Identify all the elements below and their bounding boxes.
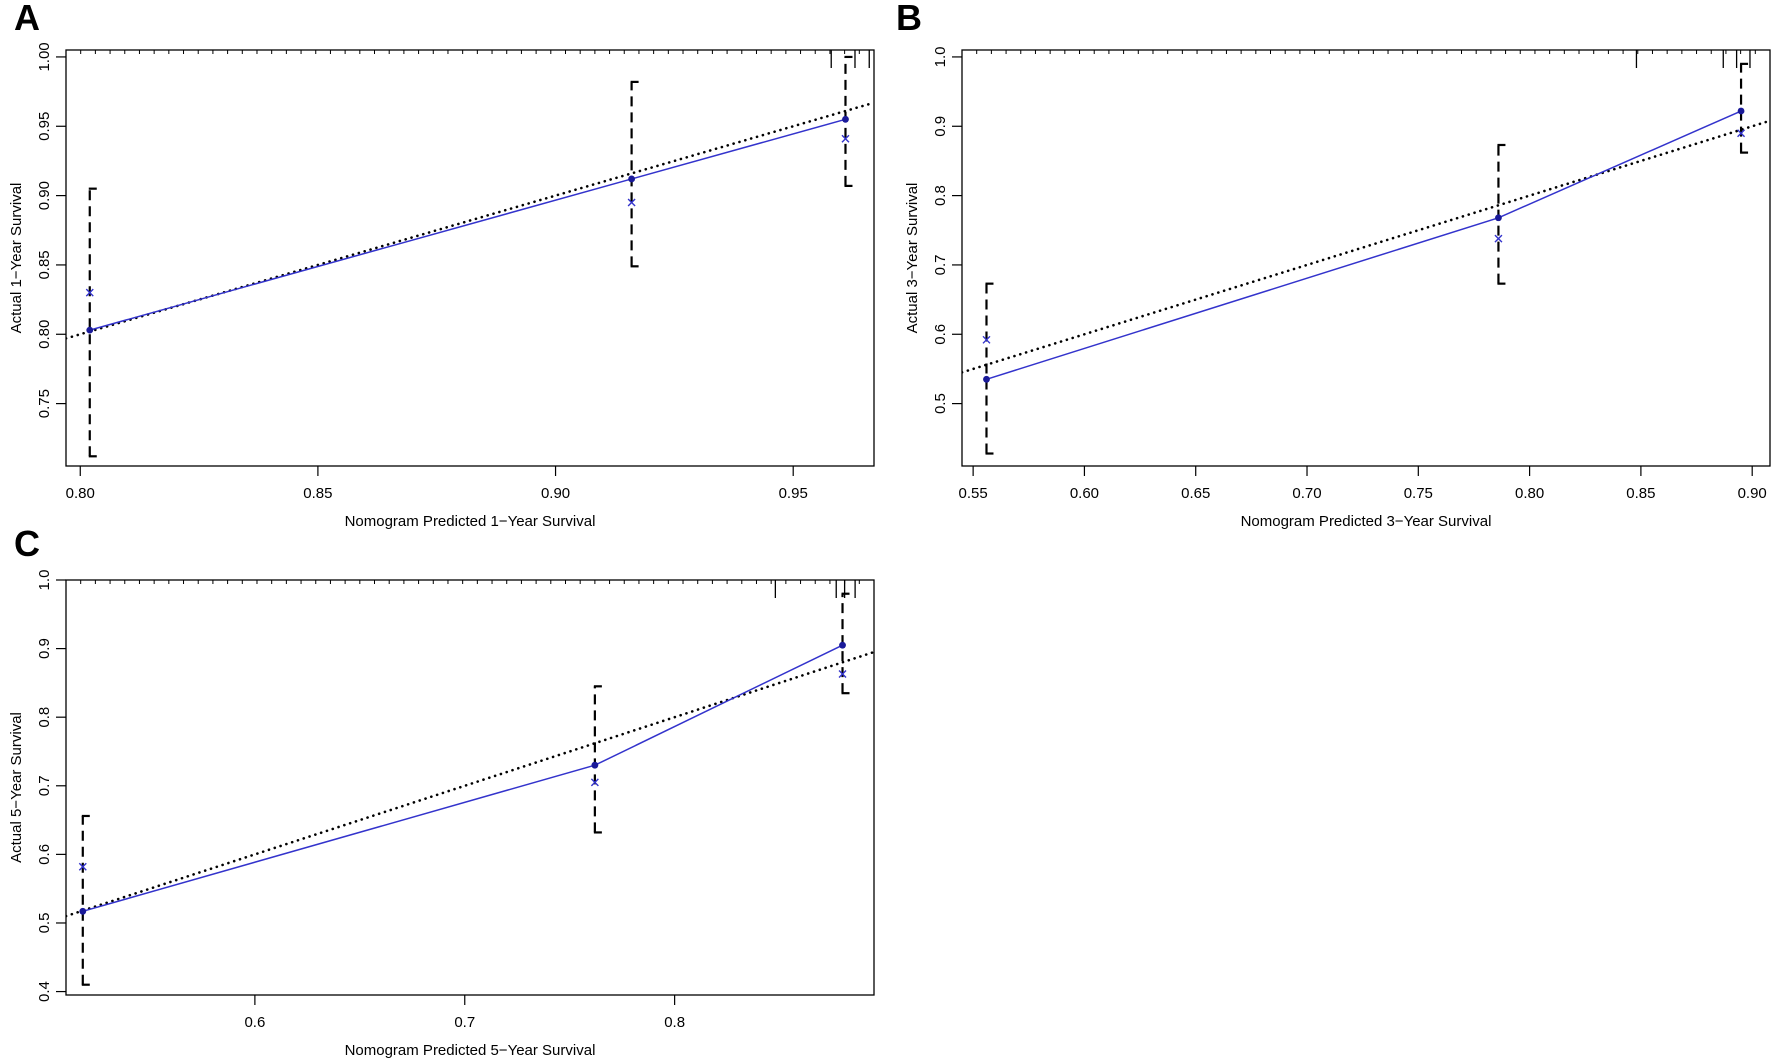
plot-frame [65,49,875,467]
y-tick-label: 1.0 [36,570,53,591]
panel-b: B 0.55 0.60 0.65 0.70 0.75 0.80 0.85 0.90 0.5 0.6 0… [896,0,1771,530]
plot-area [66,55,874,458]
y-axis-label: Actual 3−Year Survival [904,183,921,334]
bias-corrected-marker [78,862,87,871]
bias-corrected-marker [590,778,599,787]
y-tick-label: 0.5 [36,913,53,934]
calibration-point [839,641,846,649]
y-tick-label: 0.90 [36,181,53,210]
y-tick-label: 0.75 [36,389,53,418]
x-tick-label: 0.65 [1181,485,1210,502]
panel-letter: C [14,523,40,564]
y-tick-label: 0.9 [36,638,53,659]
y-tick-label: 0.85 [36,250,53,279]
panel-a: A 0.80 0.85 0.90 0.95 0.75 0.80 0.85 0.90 0.95 1.0… [8,0,875,530]
rug-ticks [65,50,875,68]
calibration-point [842,115,849,123]
y-tick-label: 1.0 [932,47,949,68]
plot-area [66,592,874,986]
plot-frame [961,49,1771,467]
calibration-point [983,375,990,383]
x-tick-label: 0.80 [66,485,95,502]
bias-corrected-marker [1737,129,1746,138]
error-bar [1739,62,1749,154]
y-tick-label: 0.8 [36,707,53,728]
x-tick-label: 0.60 [1070,485,1099,502]
y-tick-label: 0.7 [932,255,949,276]
error-bar [985,282,994,455]
x-tick-label: 0.8 [664,1014,685,1031]
bias-corrected-marker [838,669,847,678]
y-tick-label: 0.9 [932,116,949,137]
reference-line [962,119,1770,374]
y-axis-label: Actual 1−Year Survival [8,183,25,334]
bias-corrected-marker [982,335,991,344]
x-tick-label: 0.70 [1292,485,1321,502]
x-tick-label: 0.7 [454,1014,475,1031]
panel-c: C 0.6 0.7 0.8 0.4 0.5 0.6 0.7 0.8 0.9 1.0 Nomogram … [8,523,875,1059]
y-tick-label: 0.7 [36,775,53,796]
x-tick-label: 0.75 [1404,485,1433,502]
panel-letter: A [14,0,40,38]
error-bar [593,685,602,834]
x-tick-label: 0.85 [1626,485,1655,502]
y-tick-label: 1.00 [36,42,53,71]
calibration-line [986,110,1742,381]
x-tick-label: 0.85 [303,485,332,502]
calibration-point [86,326,94,334]
bias-corrected-marker [1494,234,1503,243]
x-tick-label: 0.80 [1515,485,1544,502]
y-tick-label: 0.5 [932,393,949,414]
plot-frame [65,579,875,996]
x-axis-label: Nomogram Predicted 1−Year Survival [345,513,596,530]
x-tick-label: 0.90 [1738,485,1767,502]
y-tick-label: 0.4 [36,981,53,1002]
x-axis-label: Nomogram Predicted 5−Year Survival [345,1042,596,1059]
x-tick-label: 0.6 [244,1014,265,1031]
error-bar [630,80,639,268]
x-tick-label: 0.95 [779,485,808,502]
error-bar [88,187,97,458]
calibration-point [628,175,635,183]
y-tick-label: 0.6 [932,324,949,345]
x-tick-label: 0.55 [959,485,988,502]
calibration-point [591,761,599,769]
calibration-point [79,907,87,915]
calibration-line [82,644,843,913]
calibration-point [1737,107,1745,115]
panel-letter: B [896,0,922,38]
y-tick-label: 0.95 [36,112,53,141]
reference-line [66,650,874,918]
bias-corrected-marker [85,288,94,297]
bias-corrected-marker [841,134,850,143]
y-tick-label: 0.80 [36,320,53,349]
calibration-line [89,118,846,331]
x-axis-label: Nomogram Predicted 3−Year Survival [1241,513,1492,530]
plot-area [962,62,1770,455]
y-tick-label: 0.8 [932,185,949,206]
x-tick-label: 0.90 [541,485,570,502]
y-tick-label: 0.6 [36,844,53,865]
error-bar [81,814,90,986]
rug-ticks [961,50,1771,68]
rug-ticks [65,580,875,598]
calibration-point [1495,214,1502,222]
y-axis-label: Actual 5−Year Survival [8,712,25,863]
error-bar [1497,143,1506,285]
bias-corrected-marker [627,198,636,207]
